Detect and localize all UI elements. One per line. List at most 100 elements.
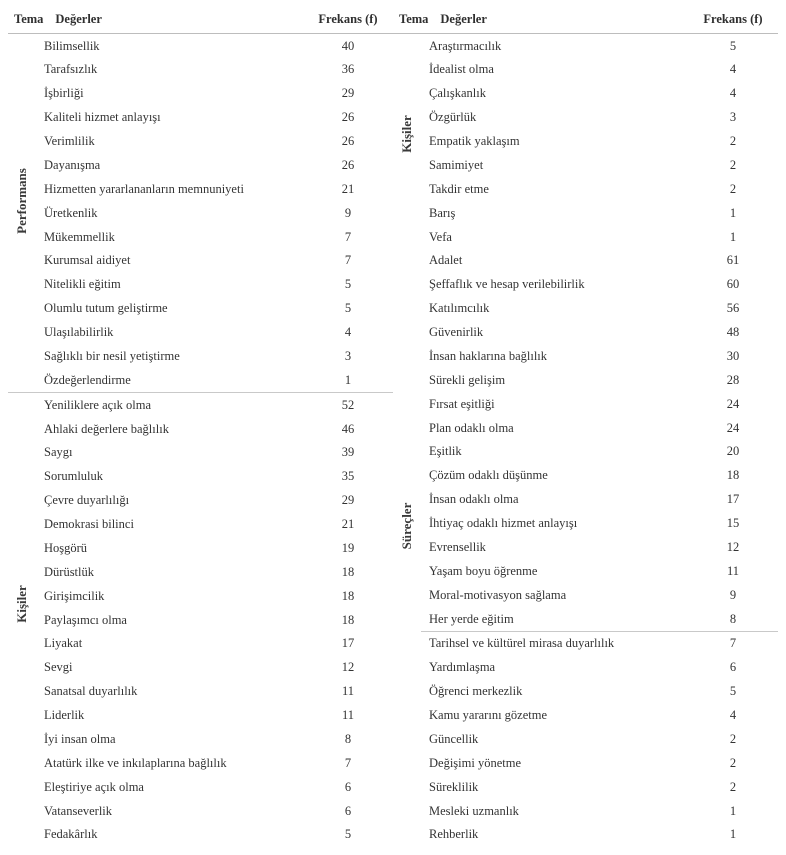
value-cell: Ulaşılabilirlik [36,321,303,345]
freq-cell: 5 [688,34,778,58]
section-table: Yeniliklere açık olma52Ahlaki değerlere … [36,393,393,847]
value-cell: Hoşgörü [36,536,303,560]
freq-cell: 11 [303,704,393,728]
table-row: İnsan odaklı olma17 [421,488,778,512]
value-cell: Eleştiriye açık olma [36,775,303,799]
freq-cell: 26 [303,106,393,130]
theme-label: Kişiler [399,115,415,153]
table-row: Fırsat eşitliği24 [421,392,778,416]
table-row: Eşitlik20 [421,440,778,464]
freq-cell: 3 [688,106,778,130]
value-cell: Öğrenci merkezlik [421,680,688,704]
table-row: Verimlilik26 [36,130,393,154]
value-cell: Girişimcilik [36,584,303,608]
freq-cell: 52 [303,393,393,417]
value-cell: Adalet [421,249,688,273]
table-row: Sorumluluk35 [36,465,393,489]
header-frekans-left: Frekans (f) [303,8,393,34]
header-tema-left: Tema [8,8,49,34]
table-row: Paylaşımcı olma18 [36,608,393,632]
table-row: Çözüm odaklı düşünme18 [421,464,778,488]
freq-cell: 18 [303,608,393,632]
freq-cell: 39 [303,441,393,465]
theme-column: Performans [8,34,36,392]
value-cell: Moral-motivasyon sağlama [421,583,688,607]
value-cell: Üretkenlik [36,201,303,225]
table-row: Atatürk ilke ve inkılaplarına bağlılık7 [36,751,393,775]
value-cell: Kaliteli hizmet anlayışı [36,106,303,130]
value-cell: Fedakârlık [36,823,303,847]
value-cell: İşbirliği [36,82,303,106]
table-row: Barış1 [421,201,778,225]
table-row: Olumlu tutum geliştirme5 [36,297,393,321]
freq-cell: 36 [303,58,393,82]
table-row: Şeffaflık ve hesap verilebilirlik60 [421,273,778,297]
table-row: Sevgi12 [36,656,393,680]
freq-cell: 8 [303,727,393,751]
left-sections: PerformansBilimsellik40Tarafsızlık36İşbi… [8,34,393,847]
freq-cell: 5 [303,297,393,321]
value-cell: İyi insan olma [36,727,303,751]
freq-cell: 7 [303,249,393,273]
freq-cell: 21 [303,177,393,201]
value-cell: Çevre duyarlılığı [36,489,303,513]
value-cell: İnsan odaklı olma [421,488,688,512]
freq-cell: 12 [303,656,393,680]
theme-label: Süreçler [399,503,415,550]
header-frekans-right: Frekans (f) [688,8,778,34]
table-row: Samimiyet2 [421,153,778,177]
freq-cell: 7 [688,631,778,655]
value-cell: Olumlu tutum geliştirme [36,297,303,321]
freq-cell: 4 [688,704,778,728]
table-row: Her yerde eğitim8 [421,607,778,631]
table-row: Tarafsızlık36 [36,58,393,82]
value-cell: Mükemmellik [36,225,303,249]
value-cell: Nitelikli eğitim [36,273,303,297]
left-column: Tema Değerler Frekans (f) PerformansBili… [8,8,393,847]
value-cell: Tarafsızlık [36,58,303,82]
table-row: Demokrasi bilinci21 [36,513,393,537]
freq-cell: 9 [303,201,393,225]
left-table: Tema Değerler Frekans (f) [8,8,393,34]
freq-cell: 5 [688,680,778,704]
value-cell: Yeniliklere açık olma [36,393,303,417]
table-row: Ahlaki değerlere bağlılık46 [36,417,393,441]
theme-column: Kişiler [393,34,421,249]
table-row: Plan odaklı olma24 [421,416,778,440]
theme-label: Kişiler [14,585,30,623]
table-row: İdealist olma4 [421,58,778,82]
freq-cell: 17 [688,488,778,512]
table-row: Özdeğerlendirme1 [36,368,393,392]
value-cell: Sevgi [36,656,303,680]
table-row: Empatik yaklaşım2 [421,130,778,154]
value-cell: Paylaşımcı olma [36,608,303,632]
table-row: İnsan haklarına bağlılık30 [421,344,778,368]
value-cell: Ahlaki değerlere bağlılık [36,417,303,441]
freq-cell: 60 [688,273,778,297]
value-cell: Eşitlik [421,440,688,464]
table-row: Değişimi yönetme2 [421,751,778,775]
table-row: Yardımlaşma6 [421,656,778,680]
table-row: Nitelikli eğitim5 [36,273,393,297]
table-row: Yeniliklere açık olma52 [36,393,393,417]
value-cell: Empatik yaklaşım [421,130,688,154]
table-row: Hizmetten yararlananların memnuniyeti21 [36,177,393,201]
table-row: Hoşgörü19 [36,536,393,560]
freq-cell: 18 [303,584,393,608]
value-cell: Çözüm odaklı düşünme [421,464,688,488]
table-row: Sanatsal duyarlılık11 [36,680,393,704]
table-row: Liyakat17 [36,632,393,656]
theme-column: Süreçler [393,249,421,847]
freq-cell: 46 [303,417,393,441]
freq-cell: 18 [303,560,393,584]
freq-cell: 7 [303,751,393,775]
table-row: Dayanışma26 [36,153,393,177]
table-row: Sağlıklı bir nesil yetiştirme3 [36,344,393,368]
table-row: Girişimcilik18 [36,584,393,608]
freq-cell: 2 [688,775,778,799]
freq-cell: 17 [303,632,393,656]
value-cell: İhtiyaç odaklı hizmet anlayışı [421,512,688,536]
value-cell: Yaşam boyu öğrenme [421,559,688,583]
table-row: Yaşam boyu öğrenme11 [421,559,778,583]
value-cell: Güncellik [421,727,688,751]
